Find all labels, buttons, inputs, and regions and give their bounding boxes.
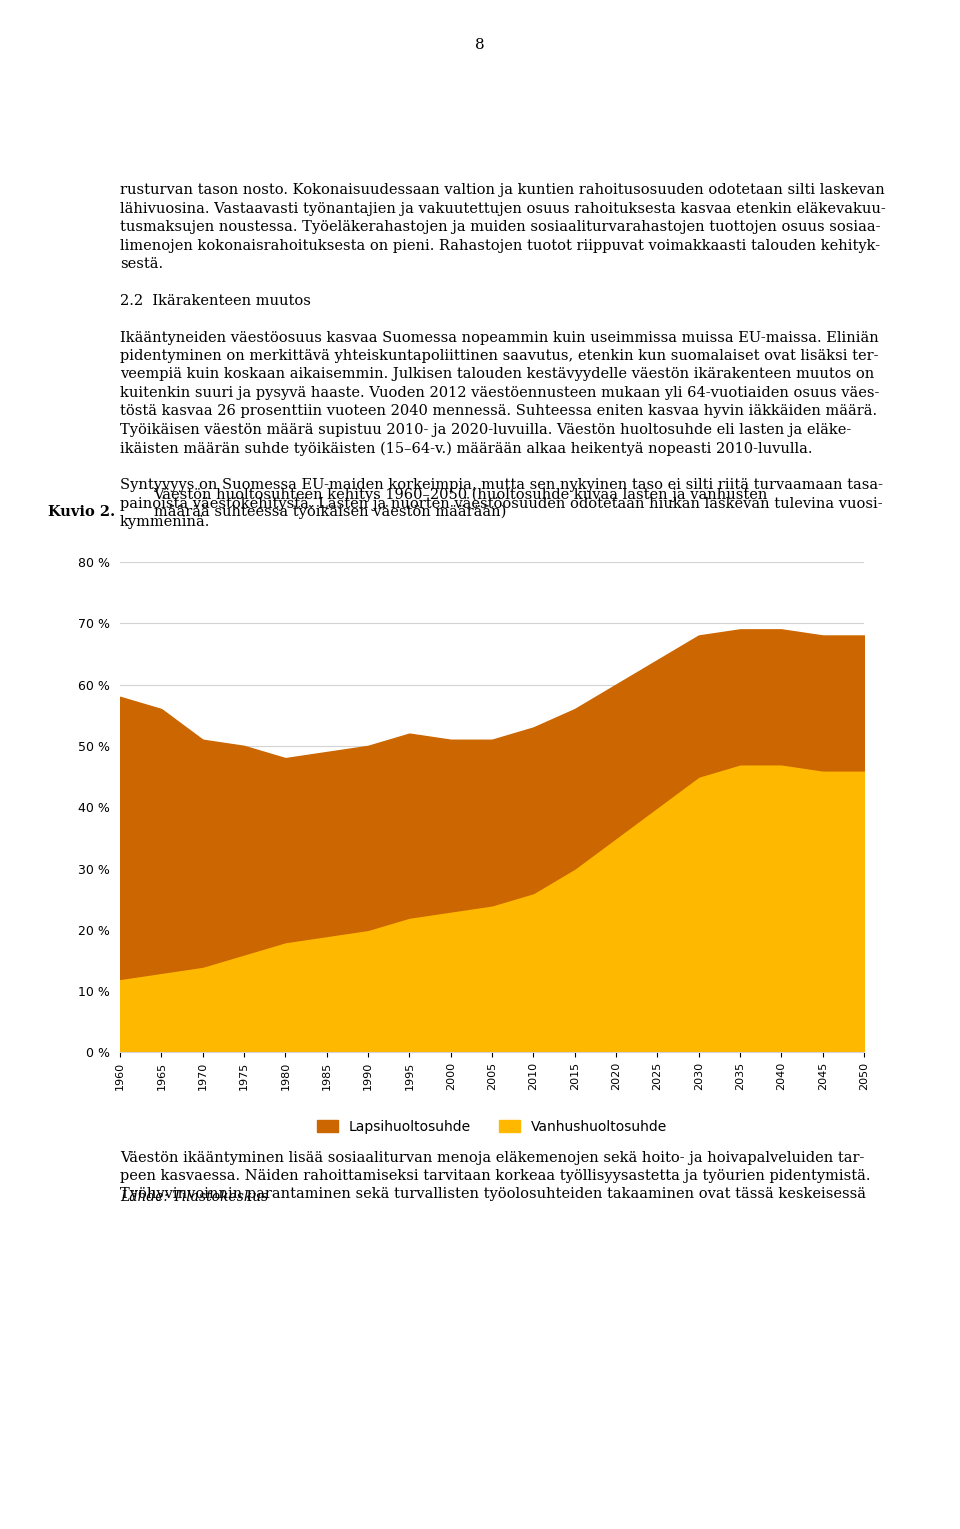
Text: Väestön huoltosuhteen kehitys 1960–2050 (huoltosuhde kuvaa lasten ja vanhusten
m: Väestön huoltosuhteen kehitys 1960–2050 … [154, 488, 768, 518]
Text: Kuvio 2.: Kuvio 2. [48, 505, 115, 518]
Legend: Lapsihuoltosuhde, Vanhushuoltosuhde: Lapsihuoltosuhde, Vanhushuoltosuhde [317, 1119, 667, 1135]
Text: rusturvan tason nosto. Kokonaisuudessaan valtion ja kuntien rahoitusosuuden odot: rusturvan tason nosto. Kokonaisuudessaan… [120, 183, 886, 529]
Text: 8: 8 [475, 38, 485, 52]
Text: Lähde: Tilastokeskus: Lähde: Tilastokeskus [120, 1190, 268, 1203]
Text: Väestön ikääntyminen lisää sosiaaliturvan menoja eläkemenojen sekä hoito- ja hoi: Väestön ikääntyminen lisää sosiaaliturva… [120, 1151, 871, 1202]
